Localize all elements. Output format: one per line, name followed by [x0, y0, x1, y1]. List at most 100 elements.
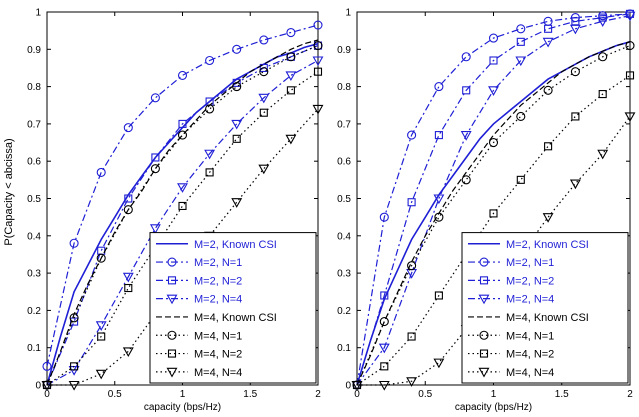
- data-point-triangle-down: [351, 380, 363, 391]
- data-point-square: [571, 112, 580, 121]
- x-tick-label: 2: [627, 389, 633, 400]
- data-point-triangle-down: [542, 213, 554, 223]
- data-point-triangle-down: [312, 56, 324, 67]
- y-tick-label: 0.3: [27, 269, 41, 280]
- series-line: [356, 74, 631, 386]
- y-tick-label: 0.7: [337, 119, 351, 130]
- data-point-circle: [205, 104, 215, 114]
- data-point-square: [124, 194, 133, 203]
- data-point-circle: [96, 167, 106, 177]
- y-tick-label: 0.2: [27, 306, 41, 317]
- data-point-square: [259, 108, 268, 117]
- data-point-circle: [516, 24, 526, 34]
- legend-marker-circle: [479, 330, 489, 340]
- y-tick-label: 0.1: [337, 343, 351, 354]
- legend-entry-label: M=2, Known CSI: [506, 239, 589, 251]
- data-point-circle: [177, 70, 188, 80]
- data-point-circle: [543, 85, 553, 95]
- data-point-circle: [205, 55, 215, 66]
- y-tick-label: 0.9: [27, 45, 41, 56]
- series-line: [46, 45, 319, 386]
- data-point-triangle-down: [149, 224, 161, 234]
- data-point-triangle-down: [285, 134, 297, 145]
- x-axis-label: capacity (bps/Hz): [144, 402, 221, 413]
- data-point-triangle-down: [122, 347, 134, 358]
- y-tick-label: 0.7: [27, 119, 41, 130]
- data-point-triangle-down: [204, 149, 216, 160]
- data-point-circle: [69, 238, 79, 248]
- legend-marker-triangle-down: [166, 367, 178, 378]
- legend-marker-triangle-down: [478, 367, 490, 378]
- legend-marker-square: [479, 276, 489, 285]
- data-point-triangle-down: [406, 377, 418, 387]
- data-point-square: [544, 24, 553, 33]
- legend-marker-square: [167, 349, 177, 358]
- y-tick-label: 0.4: [27, 231, 41, 242]
- data-point-triangle-down: [460, 131, 472, 141]
- legend-marker-circle: [479, 257, 489, 267]
- data-point-square: [598, 90, 607, 99]
- data-point-triangle-down: [122, 272, 134, 283]
- data-point-circle: [313, 41, 323, 51]
- data-point-circle: [488, 138, 499, 148]
- data-point-square: [516, 175, 525, 184]
- data-point-square: [407, 332, 416, 341]
- data-point-circle: [286, 52, 296, 62]
- data-point-triangle-down: [542, 37, 554, 48]
- series-line: [356, 41, 631, 386]
- series-line: [46, 71, 319, 386]
- legend-entry-label: M=2, N=2: [194, 275, 242, 287]
- data-point-circle: [461, 52, 471, 62]
- legend-entry-label: M=2, N=4: [506, 294, 554, 306]
- data-point-triangle-down: [68, 380, 80, 391]
- data-point-circle: [69, 313, 79, 323]
- x-tick-label: 0: [354, 389, 360, 400]
- data-point-circle: [150, 164, 160, 174]
- y-tick-label: 1: [345, 8, 351, 19]
- data-point-square: [178, 119, 187, 128]
- data-point-square: [286, 86, 295, 95]
- series-line: [357, 116, 631, 386]
- legend-entry-label: M=4, N=1: [506, 330, 554, 342]
- data-point-circle: [313, 20, 323, 30]
- data-point-square: [178, 201, 187, 211]
- data-point-square: [434, 131, 443, 140]
- data-point-circle: [598, 52, 608, 62]
- data-point-square: [462, 86, 471, 95]
- data-point-circle: [407, 261, 417, 271]
- x-tick-label: 0.5: [108, 389, 122, 400]
- data-point-triangle-down: [597, 149, 609, 160]
- data-point-triangle-down: [231, 198, 243, 208]
- data-point-circle: [516, 111, 526, 121]
- data-point-triangle-down: [258, 164, 270, 175]
- data-point-triangle-down: [433, 358, 445, 369]
- y-tick-label: 0: [35, 381, 41, 392]
- x-tick-label: 1: [491, 389, 497, 400]
- x-tick-label: 0.5: [418, 389, 432, 400]
- data-point-triangle-down: [515, 56, 527, 67]
- data-point-square: [489, 209, 498, 218]
- legend-box: [149, 232, 317, 384]
- chart-panel-2: 0 0.5 1 1.5 2 0 0.1 0.2 0.3 0.4 0.5 0.6 0.7 0.8 0.9 1 ca…: [337, 8, 636, 413]
- data-point-circle: [379, 212, 389, 222]
- legend-entry-label: M=4, N=4: [506, 367, 554, 379]
- y-tick-label: 0.2: [337, 306, 351, 317]
- data-point-circle: [150, 93, 160, 103]
- data-point-square: [407, 198, 416, 207]
- legend-marker-square: [167, 276, 177, 285]
- x-tick-label: 1: [180, 389, 186, 400]
- data-point-triangle-down: [312, 104, 324, 115]
- data-point-square: [625, 71, 635, 80]
- data-point-circle: [123, 205, 133, 215]
- legend-marker-triangle-down: [166, 294, 178, 305]
- data-point-triangle-down: [177, 183, 188, 193]
- y-tick-label: 0.6: [27, 157, 41, 168]
- series-line: [356, 45, 631, 386]
- legend-entry-label: M=2, N=1: [194, 257, 242, 269]
- series-line: [356, 13, 631, 386]
- y-tick-label: 0.6: [337, 157, 351, 168]
- data-point-square: [151, 153, 160, 162]
- data-point-circle: [259, 67, 269, 77]
- legend-entry-label: M=2, N=1: [506, 257, 554, 269]
- x-tick-label: 1.5: [243, 389, 257, 400]
